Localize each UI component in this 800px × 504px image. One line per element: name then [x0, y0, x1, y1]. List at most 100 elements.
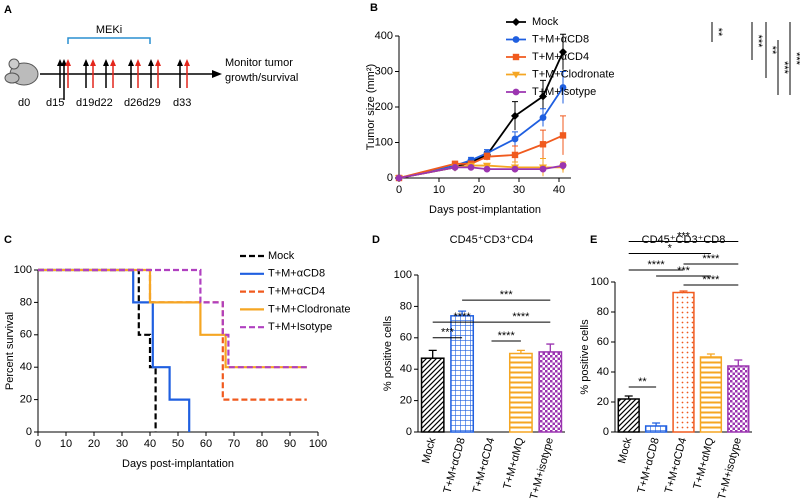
- x-tick-label: 0: [396, 184, 402, 196]
- x-tick-label: T+M+αCD4: [663, 436, 689, 494]
- significance-label: ****: [498, 330, 516, 342]
- significance-label: ***: [441, 327, 455, 339]
- day-label: d33: [173, 97, 191, 109]
- legend-label: T+M+αCD8: [268, 268, 325, 280]
- chart-title: CD45⁺CD3⁺CD8: [642, 234, 726, 246]
- drug-arrow-head: [110, 59, 116, 66]
- x-tick-label: Mock: [420, 436, 439, 465]
- bar: [644, 425, 668, 433]
- bar: [450, 315, 475, 433]
- error-bar: [652, 422, 661, 426]
- significance-label: ***: [677, 230, 691, 242]
- significance-label: ****: [454, 311, 472, 323]
- chart-title: CD45⁺CD3⁺CD4: [450, 234, 534, 246]
- y-tick-label: 0: [406, 426, 412, 438]
- marker: [559, 132, 567, 139]
- marker: [451, 163, 459, 171]
- bar: [699, 356, 723, 433]
- x-tick-label: 40: [144, 438, 156, 450]
- x-tick-label: 70: [228, 438, 240, 450]
- mouse-ear: [8, 58, 20, 70]
- panel-letter: A: [4, 4, 12, 16]
- legend-label: T+M+αCD4: [532, 51, 589, 63]
- y-tick-label: 100: [375, 136, 393, 148]
- mouse-head: [4, 72, 20, 84]
- error-bar: [624, 395, 633, 399]
- x-tick-label: T+M+isotype: [528, 436, 556, 501]
- y-tick-label: 60: [400, 332, 412, 344]
- dose-arrow-head: [177, 59, 183, 66]
- x-tick-label: 10: [60, 438, 72, 450]
- significance-label: **: [638, 376, 647, 388]
- y-tick-label: 40: [597, 366, 609, 378]
- marker: [512, 71, 520, 79]
- marker: [539, 165, 547, 173]
- legend-label: T+M+Clodronate: [532, 68, 615, 80]
- y-axis-label: % positive cells: [579, 319, 591, 395]
- significance-label: ****: [702, 253, 720, 265]
- bar: [672, 291, 695, 433]
- x-tick-label: 80: [256, 438, 268, 450]
- marker: [511, 111, 519, 120]
- x-tick-label: 40: [553, 184, 565, 196]
- marker: [559, 84, 567, 91]
- marker: [483, 153, 491, 160]
- error-bar: [734, 359, 743, 366]
- y-tick-label: 40: [20, 361, 32, 373]
- panel-letter: B: [370, 2, 378, 14]
- x-tick-label: Mock: [616, 436, 635, 465]
- y-axis-label: % positive cells: [382, 315, 394, 391]
- marker: [395, 174, 403, 182]
- x-axis-label: Days post-implantation: [122, 458, 234, 470]
- y-tick-label: 60: [20, 329, 32, 341]
- error-bar: [546, 343, 555, 352]
- significance-label: **: [712, 28, 724, 37]
- x-tick-label: 30: [116, 438, 128, 450]
- marker: [559, 47, 567, 56]
- significance-label: *: [668, 242, 673, 254]
- marker: [451, 160, 459, 167]
- y-tick-label: 0: [603, 426, 609, 438]
- y-tick-label: 80: [400, 300, 412, 312]
- dose-arrow-head: [83, 59, 89, 66]
- significance-label: ***: [752, 35, 764, 49]
- y-tick-label: 40: [400, 363, 412, 375]
- dose-arrow-head: [57, 59, 63, 66]
- meki-bracket: [67, 37, 151, 44]
- marker: [511, 165, 519, 173]
- y-axis-label: Percent survival: [4, 312, 16, 390]
- y-tick-label: 100: [14, 264, 32, 276]
- survival-curve: [38, 268, 307, 369]
- significance-label: ***: [677, 265, 691, 277]
- y-tick-label: 100: [591, 276, 609, 288]
- significance-label: ***: [778, 61, 790, 75]
- significance-label: ***: [790, 52, 800, 66]
- marker: [539, 141, 547, 148]
- marker: [559, 162, 567, 169]
- y-tick-label: 100: [394, 269, 412, 281]
- bar: [727, 365, 750, 433]
- legend-label: T+M+αCD8: [532, 33, 589, 45]
- y-tick-label: 300: [375, 65, 393, 77]
- x-tick-label: 20: [88, 438, 100, 450]
- x-tick-label: 50: [172, 438, 184, 450]
- y-tick-label: 60: [597, 336, 609, 348]
- drug-arrow-head: [184, 59, 190, 66]
- bar: [538, 351, 563, 433]
- x-tick-label: T+M+αCD8: [441, 436, 467, 494]
- significance-label: ****: [648, 259, 666, 271]
- day-label: d19d22: [76, 97, 113, 109]
- x-tick-label: 100: [309, 438, 327, 450]
- x-tick-label: T+M+αMQ: [501, 436, 526, 491]
- y-tick-label: 200: [375, 101, 393, 113]
- panel-letter: C: [4, 234, 12, 246]
- marker: [467, 163, 475, 171]
- drug-label: MEKi: [96, 24, 122, 36]
- y-tick-label: 400: [375, 30, 393, 42]
- drug-arrow-head: [135, 59, 141, 66]
- y-tick-label: 0: [26, 426, 32, 438]
- x-tick-label: T+M+αMQ: [691, 436, 716, 491]
- endpoint-label: Monitor tumor: [225, 57, 293, 69]
- x-tick-label: T+M+αCD8: [635, 436, 661, 494]
